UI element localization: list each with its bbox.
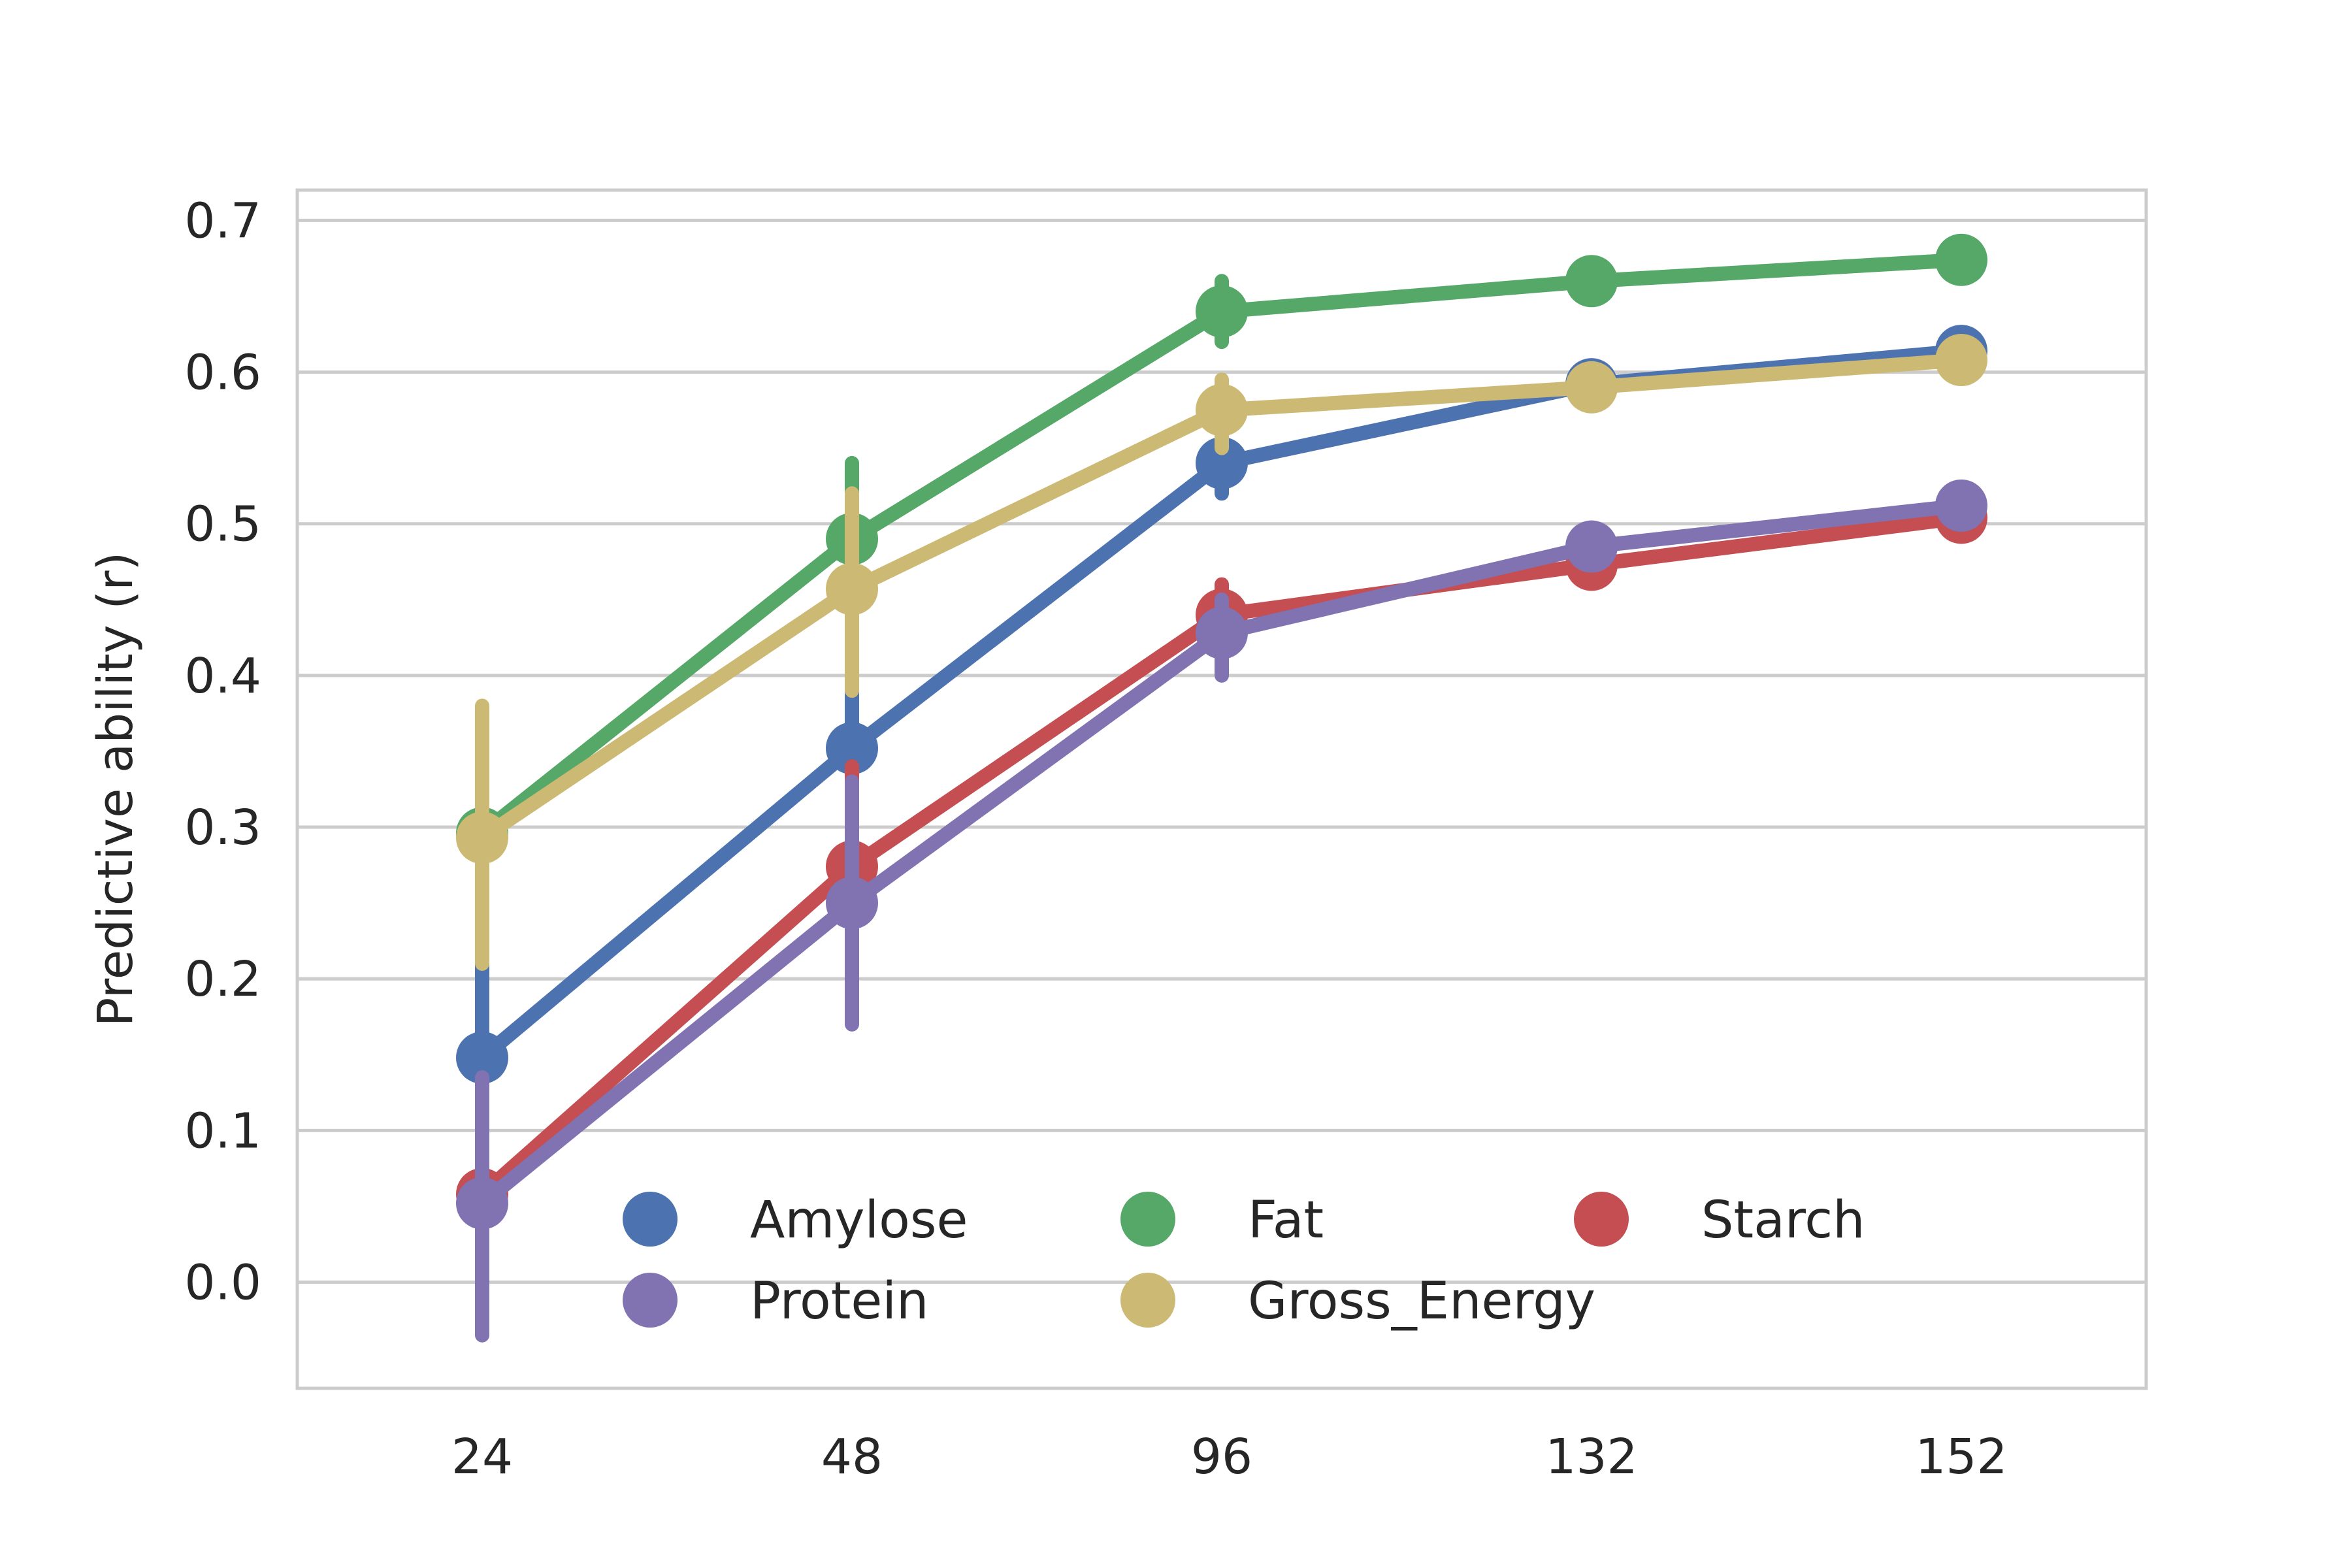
legend-item: Fat <box>1120 1191 1324 1250</box>
data-point <box>456 1031 508 1084</box>
data-point <box>1196 285 1248 338</box>
legend-label: Fat <box>1248 1191 1324 1250</box>
data-point <box>1196 384 1248 436</box>
y-tick-label: 0.3 <box>184 800 261 856</box>
data-point <box>1196 436 1248 489</box>
legend-marker <box>1120 1192 1175 1247</box>
y-tick-label: 0.7 <box>184 193 261 249</box>
legend-item: Starch <box>1574 1191 1865 1250</box>
x-tick-label: 152 <box>1915 1429 2007 1485</box>
y-tick-label: 0.5 <box>184 497 261 553</box>
data-point <box>1565 361 1618 414</box>
x-tick-label: 24 <box>451 1429 513 1485</box>
series-layer <box>456 233 1987 1343</box>
data-point <box>456 811 508 864</box>
y-tick-label: 0.0 <box>184 1254 261 1311</box>
legend-marker <box>623 1192 678 1247</box>
data-point <box>456 1177 508 1230</box>
y-tick-labels: 0.0 0.1 0.2 0.3 0.4 0.5 0.6 0.7 <box>184 193 261 1311</box>
y-axis-label: Predictive ability (r) <box>88 552 144 1027</box>
data-point <box>826 722 878 775</box>
data-point <box>1935 479 1987 532</box>
x-tick-label: 48 <box>821 1429 883 1485</box>
data-point <box>826 563 878 615</box>
legend-label: Amylose <box>750 1191 968 1250</box>
legend-marker <box>1574 1192 1629 1247</box>
data-point <box>1196 606 1248 659</box>
series-protein <box>456 479 1987 1343</box>
y-tick-label: 0.2 <box>184 951 261 1007</box>
data-point <box>826 877 878 930</box>
data-point <box>1935 233 1987 286</box>
series-gross-energy <box>456 334 1987 971</box>
legend-item: Amylose <box>623 1191 968 1250</box>
y-tick-label: 0.1 <box>184 1103 261 1159</box>
legend: Amylose Fat Starch Protein Gross_Energy <box>623 1191 1865 1331</box>
y-tick-label: 0.6 <box>184 345 261 401</box>
legend-label: Protein <box>750 1272 928 1331</box>
data-point <box>1935 334 1987 387</box>
x-tick-labels: 24 48 96 132 152 <box>451 1429 2008 1485</box>
plot-area <box>295 188 2148 1390</box>
y-tick-label: 0.4 <box>184 648 261 704</box>
x-tick-label: 132 <box>1545 1429 1637 1485</box>
data-point <box>1565 520 1618 573</box>
data-point <box>1565 255 1618 308</box>
legend-marker <box>623 1273 678 1328</box>
legend-item: Protein <box>623 1272 928 1331</box>
x-tick-label: 96 <box>1191 1429 1252 1485</box>
legend-item: Gross_Energy <box>1120 1272 1595 1331</box>
legend-label: Starch <box>1701 1191 1865 1250</box>
legend-label: Gross_Energy <box>1248 1272 1595 1331</box>
legend-marker <box>1120 1273 1175 1328</box>
